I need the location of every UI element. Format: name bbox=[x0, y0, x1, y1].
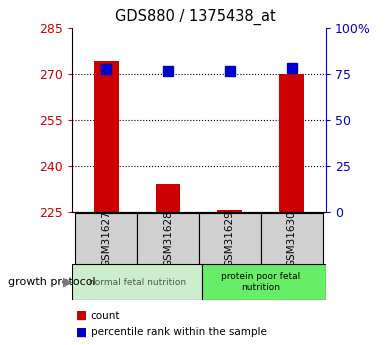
Bar bbox=[218, 210, 242, 212]
Bar bbox=[72, 264, 202, 300]
Text: GDS880 / 1375438_at: GDS880 / 1375438_at bbox=[115, 9, 275, 25]
Text: count: count bbox=[91, 311, 121, 321]
Text: ■: ■ bbox=[76, 326, 87, 339]
Text: GSM31627: GSM31627 bbox=[101, 210, 111, 267]
Bar bbox=[279, 74, 304, 212]
Text: normal fetal nutrition: normal fetal nutrition bbox=[89, 277, 186, 287]
Text: GSM31630: GSM31630 bbox=[287, 210, 297, 267]
Bar bbox=[156, 185, 180, 212]
Text: GSM31628: GSM31628 bbox=[163, 210, 173, 267]
Bar bbox=[75, 213, 137, 264]
Text: growth protocol: growth protocol bbox=[8, 277, 96, 287]
Text: percentile rank within the sample: percentile rank within the sample bbox=[91, 327, 267, 337]
Text: ■: ■ bbox=[76, 309, 87, 322]
Bar bbox=[137, 213, 199, 264]
Text: GSM31629: GSM31629 bbox=[225, 210, 235, 267]
Bar bbox=[94, 61, 119, 212]
Bar bbox=[202, 264, 326, 300]
Bar bbox=[199, 213, 261, 264]
Text: protein poor fetal
nutrition: protein poor fetal nutrition bbox=[221, 272, 300, 292]
Text: ▶: ▶ bbox=[64, 276, 73, 289]
Bar bbox=[261, 213, 323, 264]
